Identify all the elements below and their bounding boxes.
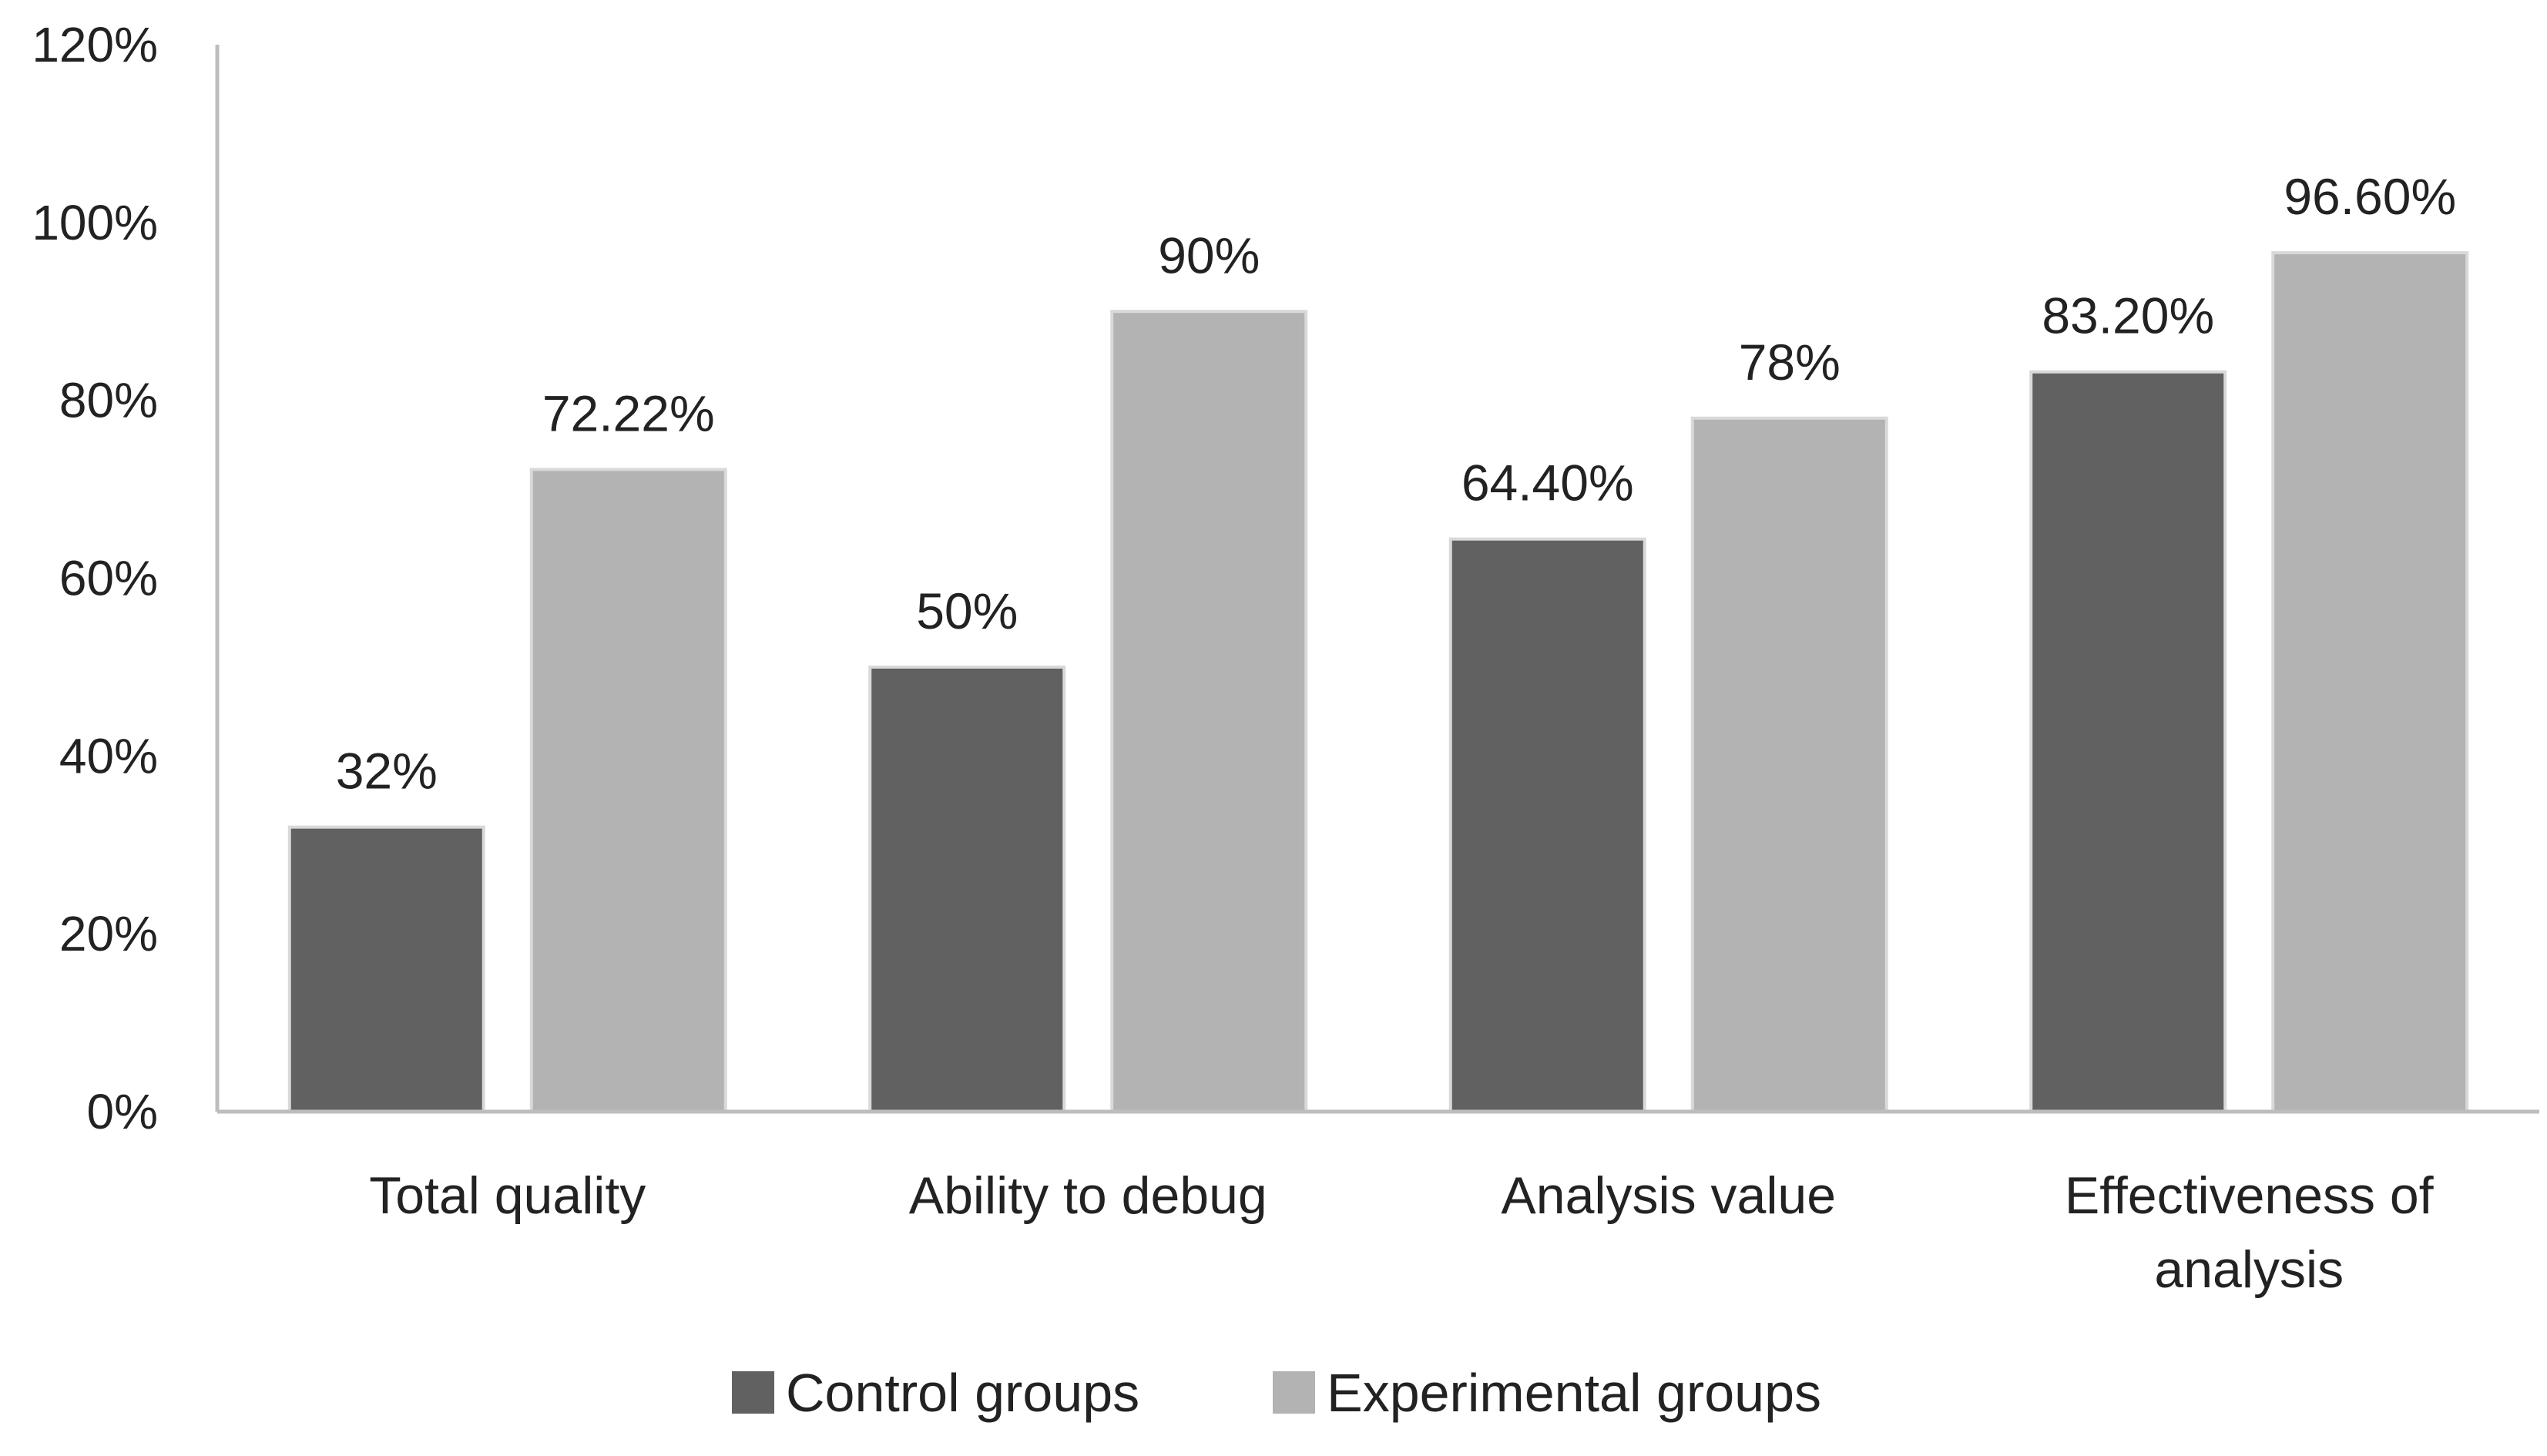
data-label: 90%: [1158, 226, 1260, 283]
bar-experimental: [1110, 310, 1308, 1113]
data-labels: 32% 72.22% 50% 90% 64.40% 78% 83.20% 96.60%: [336, 168, 2456, 800]
bar-experimental: [2271, 251, 2469, 1114]
legend-swatch: [732, 1371, 774, 1414]
y-tick-label: 80%: [59, 373, 158, 428]
y-tick-label: 0%: [87, 1084, 159, 1139]
y-axis-ticks: 0% 20% 40% 60% 80% 100% 120%: [32, 17, 158, 1139]
x-category-label: Effectiveness of analysis: [2065, 1166, 2434, 1299]
y-tick-label: 60%: [59, 551, 158, 606]
bars: [287, 251, 2469, 1114]
data-label: 72.22%: [542, 384, 715, 441]
x-category-label: Ability to debug: [909, 1166, 1267, 1225]
y-tick-label: 40%: [59, 728, 158, 783]
y-tick-label: 20%: [59, 906, 158, 961]
bar-control: [868, 665, 1066, 1113]
x-axis-categories: Total quality Ability to debug Analysis va…: [369, 1166, 2434, 1299]
bar-experimental: [529, 468, 727, 1113]
y-tick-label: 100%: [32, 195, 158, 250]
x-category-label: Total quality: [369, 1166, 646, 1225]
bar-control: [1448, 537, 1646, 1113]
data-label: 32%: [336, 743, 438, 800]
legend: Control groups Experimental groups: [732, 1363, 1821, 1423]
data-label: 64.40%: [1461, 455, 1634, 512]
bar-control: [2029, 370, 2227, 1113]
legend-control-groups: Control groups: [786, 1363, 1139, 1423]
data-label: 78%: [1739, 334, 1841, 391]
data-label: 50%: [916, 582, 1018, 639]
bar-experimental: [1690, 416, 1888, 1113]
legend-swatch: [1273, 1371, 1315, 1414]
y-tick-label: 120%: [32, 17, 158, 72]
bar-control: [287, 825, 485, 1113]
data-label: 83.20%: [2042, 287, 2214, 344]
x-category-label: Analysis value: [1501, 1166, 1836, 1225]
data-label: 96.60%: [2284, 168, 2456, 225]
legend-experimental-groups: Experimental groups: [1327, 1363, 1821, 1423]
